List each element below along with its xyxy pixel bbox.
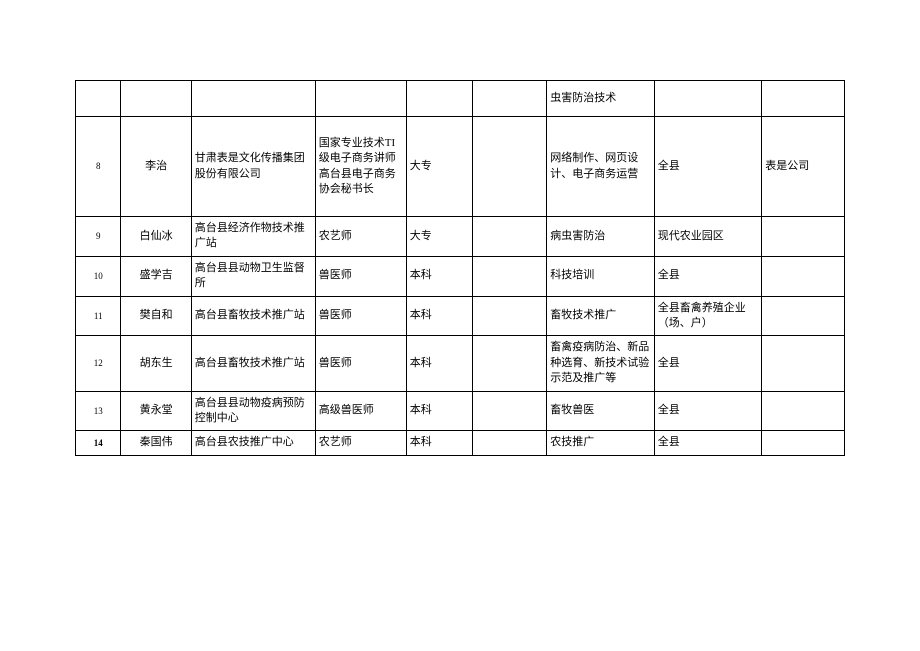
cell-idx bbox=[76, 81, 121, 117]
cell-idx: 13 bbox=[76, 391, 121, 431]
cell-org: 高台县经济作物技术推广站 bbox=[191, 217, 315, 257]
cell-area: 全县 bbox=[654, 336, 762, 391]
cell-name bbox=[121, 81, 191, 117]
cell-remark bbox=[762, 256, 845, 296]
cell-remark bbox=[762, 336, 845, 391]
cell-name: 盛学吉 bbox=[121, 256, 191, 296]
cell-blank bbox=[472, 256, 546, 296]
cell-spec: 虫害防治技术 bbox=[547, 81, 655, 117]
cell-spec: 畜禽疫病防治、新品种选育、新技术试验示范及推广等 bbox=[547, 336, 655, 391]
table-row: 13黄永堂高台县县动物疫病预防控制中心高级兽医师本科 畜牧兽医全县 bbox=[76, 391, 845, 431]
table-row: 11樊自和高台县畜牧技术推广站兽医师本科 畜牧技术推广全县畜禽养殖企业（场、户） bbox=[76, 296, 845, 336]
cell-blank bbox=[472, 217, 546, 257]
cell-name: 胡东生 bbox=[121, 336, 191, 391]
cell-spec: 科技培训 bbox=[547, 256, 655, 296]
cell-blank bbox=[472, 296, 546, 336]
cell-name: 樊自和 bbox=[121, 296, 191, 336]
table-body: 虫害防治技术8李治甘肃表是文化传播集团股份有限公司国家专业技术TI级电子商务讲师… bbox=[76, 81, 845, 456]
table-row: 14秦国伟高台县农技推广中心农艺师本科 农技推广全县 bbox=[76, 431, 845, 455]
cell-title: 农艺师 bbox=[315, 431, 406, 455]
cell-remark: 表是公司 bbox=[762, 117, 845, 217]
cell-idx: 9 bbox=[76, 217, 121, 257]
cell-blank bbox=[472, 117, 546, 217]
cell-org: 高台县畜牧技术推广站 bbox=[191, 336, 315, 391]
cell-area: 全县 bbox=[654, 117, 762, 217]
cell-area: 全县 bbox=[654, 256, 762, 296]
cell-edu: 大专 bbox=[406, 217, 472, 257]
cell-title: 兽医师 bbox=[315, 336, 406, 391]
cell-area bbox=[654, 81, 762, 117]
cell-area: 全县畜禽养殖企业（场、户） bbox=[654, 296, 762, 336]
table-row: 8李治甘肃表是文化传播集团股份有限公司国家专业技术TI级电子商务讲师高台县电子商… bbox=[76, 117, 845, 217]
cell-spec: 农技推广 bbox=[547, 431, 655, 455]
cell-spec: 畜牧兽医 bbox=[547, 391, 655, 431]
cell-edu: 本科 bbox=[406, 296, 472, 336]
cell-edu: 本科 bbox=[406, 256, 472, 296]
cell-idx: 8 bbox=[76, 117, 121, 217]
cell-org: 高台县县动物卫生监督所 bbox=[191, 256, 315, 296]
cell-edu: 本科 bbox=[406, 431, 472, 455]
cell-edu: 本科 bbox=[406, 391, 472, 431]
cell-area: 现代农业园区 bbox=[654, 217, 762, 257]
cell-edu: 大专 bbox=[406, 117, 472, 217]
cell-spec: 畜牧技术推广 bbox=[547, 296, 655, 336]
cell-name: 李治 bbox=[121, 117, 191, 217]
cell-org bbox=[191, 81, 315, 117]
table-row: 虫害防治技术 bbox=[76, 81, 845, 117]
cell-spec: 网络制作、网页设计、电子商务运营 bbox=[547, 117, 655, 217]
cell-title: 农艺师 bbox=[315, 217, 406, 257]
cell-title: 高级兽医师 bbox=[315, 391, 406, 431]
cell-title: 兽医师 bbox=[315, 256, 406, 296]
table-row: 12胡东生高台县畜牧技术推广站兽医师本科 畜禽疫病防治、新品种选育、新技术试验示范… bbox=[76, 336, 845, 391]
cell-org: 高台县县动物疫病预防控制中心 bbox=[191, 391, 315, 431]
cell-blank bbox=[472, 431, 546, 455]
cell-org: 高台县畜牧技术推广站 bbox=[191, 296, 315, 336]
cell-remark bbox=[762, 431, 845, 455]
cell-idx: 14 bbox=[76, 431, 121, 455]
cell-name: 白仙冰 bbox=[121, 217, 191, 257]
cell-area: 全县 bbox=[654, 431, 762, 455]
cell-idx: 12 bbox=[76, 336, 121, 391]
cell-remark bbox=[762, 391, 845, 431]
cell-blank bbox=[472, 81, 546, 117]
data-table: 虫害防治技术8李治甘肃表是文化传播集团股份有限公司国家专业技术TI级电子商务讲师… bbox=[75, 80, 845, 456]
cell-org: 高台县农技推广中心 bbox=[191, 431, 315, 455]
cell-blank bbox=[472, 336, 546, 391]
cell-name: 黄永堂 bbox=[121, 391, 191, 431]
cell-area: 全县 bbox=[654, 391, 762, 431]
cell-edu bbox=[406, 81, 472, 117]
table-row: 10盛学吉高台县县动物卫生监督所兽医师本科 科技培训全县 bbox=[76, 256, 845, 296]
cell-remark bbox=[762, 217, 845, 257]
cell-remark bbox=[762, 81, 845, 117]
cell-title bbox=[315, 81, 406, 117]
cell-remark bbox=[762, 296, 845, 336]
table-row: 9白仙冰高台县经济作物技术推广站农艺师大专 病虫害防治现代农业园区 bbox=[76, 217, 845, 257]
cell-name: 秦国伟 bbox=[121, 431, 191, 455]
cell-idx: 10 bbox=[76, 256, 121, 296]
cell-title: 国家专业技术TI级电子商务讲师高台县电子商务协会秘书长 bbox=[315, 117, 406, 217]
cell-title: 兽医师 bbox=[315, 296, 406, 336]
cell-spec: 病虫害防治 bbox=[547, 217, 655, 257]
cell-blank bbox=[472, 391, 546, 431]
cell-org: 甘肃表是文化传播集团股份有限公司 bbox=[191, 117, 315, 217]
cell-idx: 11 bbox=[76, 296, 121, 336]
cell-edu: 本科 bbox=[406, 336, 472, 391]
